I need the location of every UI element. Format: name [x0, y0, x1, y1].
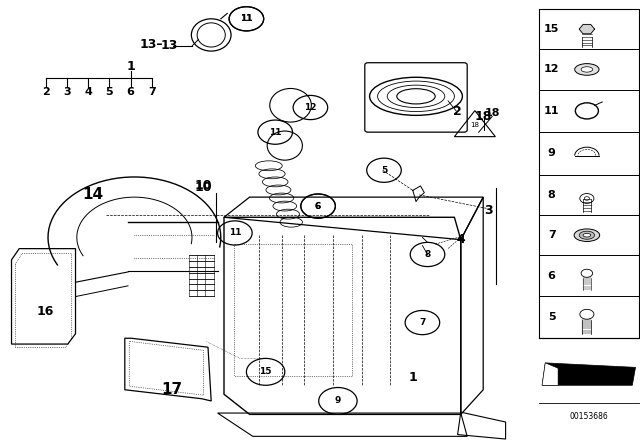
Polygon shape: [579, 25, 595, 34]
Text: 11: 11: [240, 14, 253, 23]
Text: 2: 2: [453, 104, 462, 118]
Text: 16: 16: [36, 305, 54, 318]
Text: 6: 6: [127, 87, 134, 97]
Text: 3: 3: [63, 87, 71, 97]
Text: 7: 7: [148, 87, 156, 97]
Text: 11: 11: [269, 128, 282, 137]
Text: 11: 11: [240, 14, 253, 23]
Text: 13–: 13–: [140, 38, 163, 52]
Text: 7: 7: [419, 318, 426, 327]
Text: 5: 5: [106, 87, 113, 97]
Text: 1: 1: [408, 371, 417, 384]
Polygon shape: [542, 363, 558, 385]
Text: 15: 15: [259, 367, 272, 376]
Polygon shape: [542, 363, 636, 385]
Text: 14: 14: [82, 187, 104, 202]
Text: 7: 7: [548, 230, 556, 240]
Text: 4: 4: [84, 87, 92, 97]
Text: 11: 11: [228, 228, 241, 237]
Text: 2: 2: [42, 87, 50, 97]
Text: 18: 18: [485, 108, 500, 118]
Ellipse shape: [575, 64, 599, 75]
Text: 1: 1: [127, 60, 136, 73]
Text: 12: 12: [304, 103, 317, 112]
Text: 10: 10: [195, 179, 212, 193]
Text: 11: 11: [544, 106, 559, 116]
Text: 4: 4: [456, 233, 465, 246]
Text: 13: 13: [161, 39, 179, 52]
Ellipse shape: [574, 229, 600, 241]
Ellipse shape: [583, 233, 591, 237]
Bar: [539, 9, 639, 338]
Text: 6: 6: [315, 202, 321, 211]
Text: 8: 8: [424, 250, 431, 259]
Text: 9: 9: [548, 148, 556, 159]
Text: 17: 17: [161, 382, 182, 397]
Text: 15: 15: [544, 24, 559, 34]
Text: 8: 8: [548, 190, 556, 200]
Text: 10: 10: [195, 181, 212, 194]
Text: 6: 6: [315, 202, 321, 211]
Text: 6: 6: [548, 271, 556, 280]
Text: 00153686: 00153686: [570, 412, 608, 421]
Text: 12: 12: [544, 65, 559, 74]
Text: 18: 18: [474, 110, 492, 123]
Text: 9: 9: [335, 396, 341, 405]
Ellipse shape: [579, 231, 595, 239]
Text: 18: 18: [470, 122, 479, 128]
Text: 5: 5: [548, 312, 556, 322]
Ellipse shape: [581, 67, 593, 72]
Text: 3: 3: [484, 204, 493, 217]
Text: 5: 5: [381, 166, 387, 175]
